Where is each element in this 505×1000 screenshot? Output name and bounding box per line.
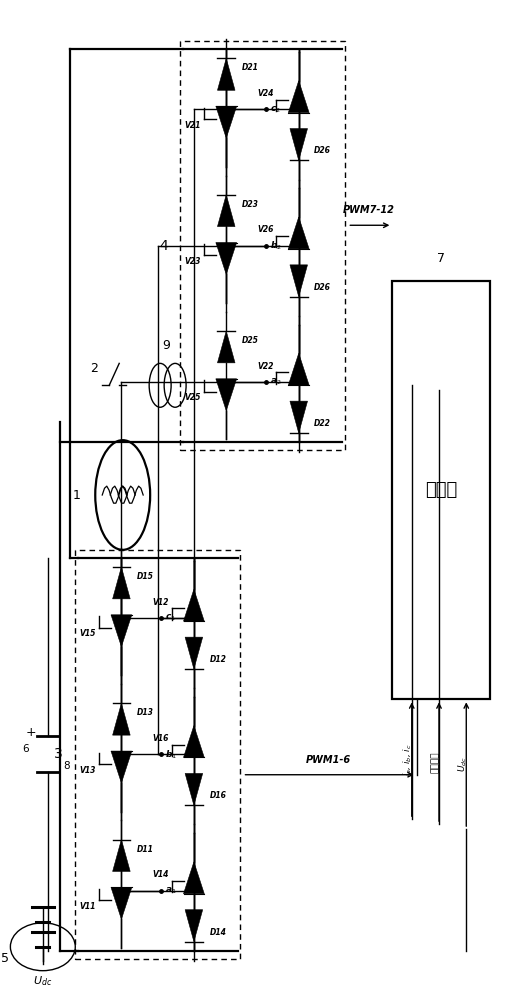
- Text: V12: V12: [152, 598, 168, 607]
- Polygon shape: [289, 401, 307, 433]
- Polygon shape: [216, 106, 236, 138]
- Text: D12: D12: [209, 655, 226, 664]
- Polygon shape: [185, 773, 203, 805]
- Text: V25: V25: [184, 393, 200, 402]
- Text: 2: 2: [89, 362, 97, 375]
- Polygon shape: [183, 862, 204, 894]
- Text: D15: D15: [137, 572, 154, 581]
- Text: PWM1-6: PWM1-6: [305, 755, 350, 765]
- Text: 6: 6: [23, 744, 29, 754]
- Text: D16: D16: [209, 791, 226, 800]
- Text: 7: 7: [436, 252, 444, 265]
- Text: D23: D23: [241, 200, 258, 209]
- Polygon shape: [111, 751, 131, 783]
- Polygon shape: [217, 331, 234, 363]
- Text: c$_1$: c$_1$: [165, 613, 176, 623]
- Text: D14: D14: [209, 928, 226, 937]
- Text: D13: D13: [137, 708, 154, 717]
- Bar: [391, 281, 489, 699]
- Polygon shape: [113, 703, 130, 735]
- Text: 5: 5: [2, 952, 10, 965]
- Text: c$_2$: c$_2$: [270, 104, 280, 115]
- Polygon shape: [216, 379, 236, 411]
- Text: $U_{dc}$: $U_{dc}$: [455, 756, 468, 772]
- Text: 位置信号: 位置信号: [430, 751, 439, 773]
- Text: $i_a$, $i_b$, $i_c$: $i_a$, $i_b$, $i_c$: [401, 743, 413, 776]
- Polygon shape: [113, 840, 130, 871]
- Text: D26: D26: [314, 283, 330, 292]
- Polygon shape: [288, 217, 309, 249]
- Polygon shape: [289, 129, 307, 160]
- Polygon shape: [183, 726, 204, 757]
- Text: V26: V26: [257, 225, 273, 234]
- Text: 8: 8: [63, 761, 70, 771]
- Text: a$_1$: a$_1$: [165, 885, 177, 896]
- Polygon shape: [217, 58, 234, 90]
- Polygon shape: [216, 243, 236, 274]
- Polygon shape: [113, 567, 130, 599]
- Text: V21: V21: [184, 121, 200, 130]
- Text: V24: V24: [257, 89, 273, 98]
- Text: +: +: [25, 726, 36, 739]
- Text: V16: V16: [152, 734, 168, 743]
- Text: D25: D25: [241, 336, 258, 345]
- Text: V15: V15: [79, 629, 96, 638]
- Bar: [180, 41, 344, 450]
- Bar: [75, 550, 239, 959]
- Text: D22: D22: [314, 419, 330, 428]
- Polygon shape: [288, 81, 309, 113]
- Text: 1: 1: [72, 489, 80, 502]
- Text: D11: D11: [137, 845, 154, 854]
- Text: 9: 9: [162, 339, 170, 352]
- Text: 3: 3: [54, 747, 63, 761]
- Text: PWM7-12: PWM7-12: [342, 205, 394, 215]
- Text: $U_{dc}$: $U_{dc}$: [33, 974, 53, 988]
- Polygon shape: [288, 353, 309, 385]
- Polygon shape: [183, 589, 204, 621]
- Text: V14: V14: [152, 870, 168, 879]
- Text: b$_1$: b$_1$: [165, 748, 177, 761]
- Text: V11: V11: [79, 902, 96, 911]
- Text: V23: V23: [184, 257, 200, 266]
- Text: D26: D26: [314, 146, 330, 155]
- Text: V22: V22: [257, 362, 273, 371]
- Text: b$_2$: b$_2$: [270, 239, 281, 252]
- Polygon shape: [185, 637, 203, 669]
- Polygon shape: [185, 910, 203, 942]
- Text: a$_2$: a$_2$: [270, 377, 281, 387]
- Text: 4: 4: [159, 239, 167, 253]
- Polygon shape: [217, 195, 234, 227]
- Polygon shape: [111, 615, 131, 647]
- Polygon shape: [111, 887, 131, 919]
- Polygon shape: [289, 265, 307, 297]
- Text: 控制器: 控制器: [424, 481, 456, 499]
- Text: V13: V13: [79, 766, 96, 775]
- Text: D21: D21: [241, 63, 258, 72]
